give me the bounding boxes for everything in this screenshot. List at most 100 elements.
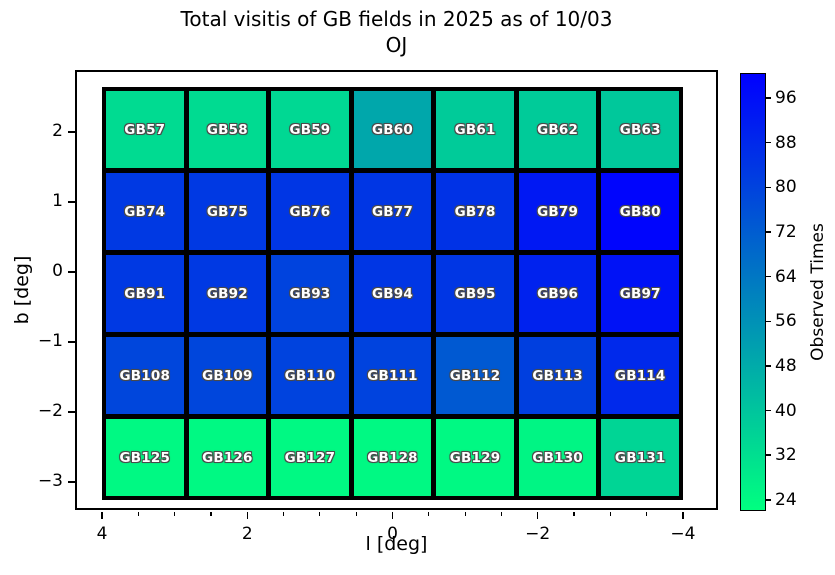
colorbar-tick	[766, 320, 771, 323]
x-minor-tick	[428, 512, 430, 516]
heatmap-cell: GB91	[106, 255, 184, 332]
heatmap-cell: GB58	[188, 91, 267, 168]
y-tick-label: 0	[52, 261, 63, 281]
x-tick	[246, 512, 249, 519]
heatmap-cell: GB130	[518, 419, 597, 496]
colorbar-tick-label: 48	[775, 355, 797, 376]
chart-title-block: Total visitis of GB fields in 2025 as of…	[75, 6, 718, 57]
heatmap-cell: GB112	[436, 337, 514, 414]
cell-label: GB110	[284, 367, 336, 384]
colorbar-tick	[766, 186, 771, 189]
heatmap-cell: GB79	[518, 173, 597, 250]
x-tick-label: −4	[670, 524, 696, 544]
colorbar-tick-label: 56	[775, 311, 797, 332]
cell-label: GB59	[289, 121, 331, 138]
x-minor-tick	[500, 512, 502, 516]
x-tick-label: 2	[241, 524, 253, 544]
colorbar-tick-label: 72	[775, 222, 797, 243]
cell-label: GB61	[454, 121, 496, 138]
y-tick	[68, 271, 75, 273]
colorbar-tick	[766, 365, 771, 367]
y-tick	[68, 481, 75, 483]
cell-label: GB63	[619, 121, 661, 138]
heatmap-cell: GB60	[353, 91, 432, 168]
heatmap-cell: GB63	[601, 91, 679, 168]
heatmap-cell: GB76	[271, 173, 349, 250]
cell-label: GB128	[367, 449, 418, 466]
cell-label: GB130	[532, 449, 583, 466]
heatmap-cell: GB61	[436, 91, 514, 168]
heatmap-cell: GB94	[353, 255, 432, 332]
cell-label: GB60	[372, 121, 413, 138]
y-tick-label: 2	[52, 121, 63, 141]
cell-label: GB125	[119, 449, 171, 466]
colorbar-tick-label: 80	[775, 177, 797, 198]
chart-title: Total visitis of GB fields in 2025 as of…	[180, 7, 613, 31]
colorbar-label: Observed Times	[808, 223, 828, 361]
heatmap-cell: GB126	[188, 419, 267, 496]
y-tick	[68, 131, 75, 133]
x-minor-tick	[355, 512, 357, 516]
cell-label: GB78	[454, 203, 496, 220]
colorbar-tick	[766, 275, 771, 278]
heatmap-cell: GB128	[353, 419, 432, 496]
heatmap-cell: GB74	[106, 173, 184, 250]
cell-label: GB127	[284, 449, 336, 466]
x-tick-label: −2	[525, 524, 551, 544]
x-minor-tick	[646, 512, 648, 516]
colorbar-tick	[766, 97, 771, 99]
heatmap-cell: GB125	[106, 419, 184, 496]
colorbar-gradient	[740, 73, 766, 511]
heatmap-cell: GB110	[271, 337, 349, 414]
x-tick-label: 0	[387, 524, 398, 544]
colorbar-tick-label: 32	[775, 445, 797, 466]
chart-subtitle: OJ	[385, 33, 408, 57]
cell-label: GB109	[202, 367, 253, 384]
colorbar-tick	[766, 231, 771, 233]
x-tick	[101, 512, 103, 519]
heatmap-cell: GB97	[601, 255, 679, 332]
x-minor-tick	[174, 512, 176, 516]
cell-label: GB74	[124, 203, 166, 220]
x-tick-label: 4	[96, 524, 108, 544]
cell-label: GB62	[537, 121, 579, 138]
heatmap-cell: GB114	[601, 337, 679, 414]
cell-label: GB108	[119, 367, 171, 384]
x-tick	[391, 512, 394, 519]
heatmap-cell: GB111	[353, 337, 432, 414]
cell-label: GB113	[532, 367, 583, 384]
plot-area: GB57 GB58 GB59 GB60 GB61 GB62 GB63 GB74 GB75 GB76…	[38, 70, 718, 544]
colorbar-tick	[766, 409, 771, 412]
cell-label: GB112	[449, 367, 501, 384]
heatmap-cell: GB78	[436, 173, 514, 250]
cell-label: GB57	[124, 121, 166, 138]
colorbar-tick	[766, 454, 771, 456]
cell-label: GB77	[372, 203, 413, 220]
cell-label: GB76	[289, 203, 331, 220]
cell-label: GB114	[614, 367, 666, 384]
heatmap-cell: GB92	[188, 255, 267, 332]
x-minor-tick	[464, 512, 466, 516]
cell-label: GB131	[614, 449, 666, 466]
cell-label: GB93	[289, 285, 331, 302]
heatmap-cell: GB93	[271, 255, 349, 332]
colorbar-tick-label: 64	[775, 266, 797, 287]
cell-label: GB97	[619, 285, 661, 302]
heatmap-cell: GB80	[601, 173, 679, 250]
cell-label: GB95	[454, 285, 496, 302]
colorbar-tick-label: 24	[775, 489, 797, 510]
y-tick-label: −3	[37, 471, 63, 491]
heatmap-cell: GB75	[188, 173, 267, 250]
cell-label: GB58	[206, 121, 248, 138]
heatmap-cell: GB127	[271, 419, 349, 496]
heatmap-cell: GB131	[601, 419, 679, 496]
cell-label: GB129	[449, 449, 501, 466]
colorbar-tick-label: 96	[775, 88, 797, 109]
heatmap-grid: GB57 GB58 GB59 GB60 GB61 GB62 GB63 GB74 GB75 GB76…	[102, 87, 683, 500]
x-minor-tick	[210, 512, 212, 516]
x-minor-tick	[319, 512, 321, 516]
cell-label: GB126	[202, 449, 253, 466]
heatmap-cell: GB109	[188, 337, 267, 414]
colorbar-tick-label: 88	[775, 132, 797, 153]
